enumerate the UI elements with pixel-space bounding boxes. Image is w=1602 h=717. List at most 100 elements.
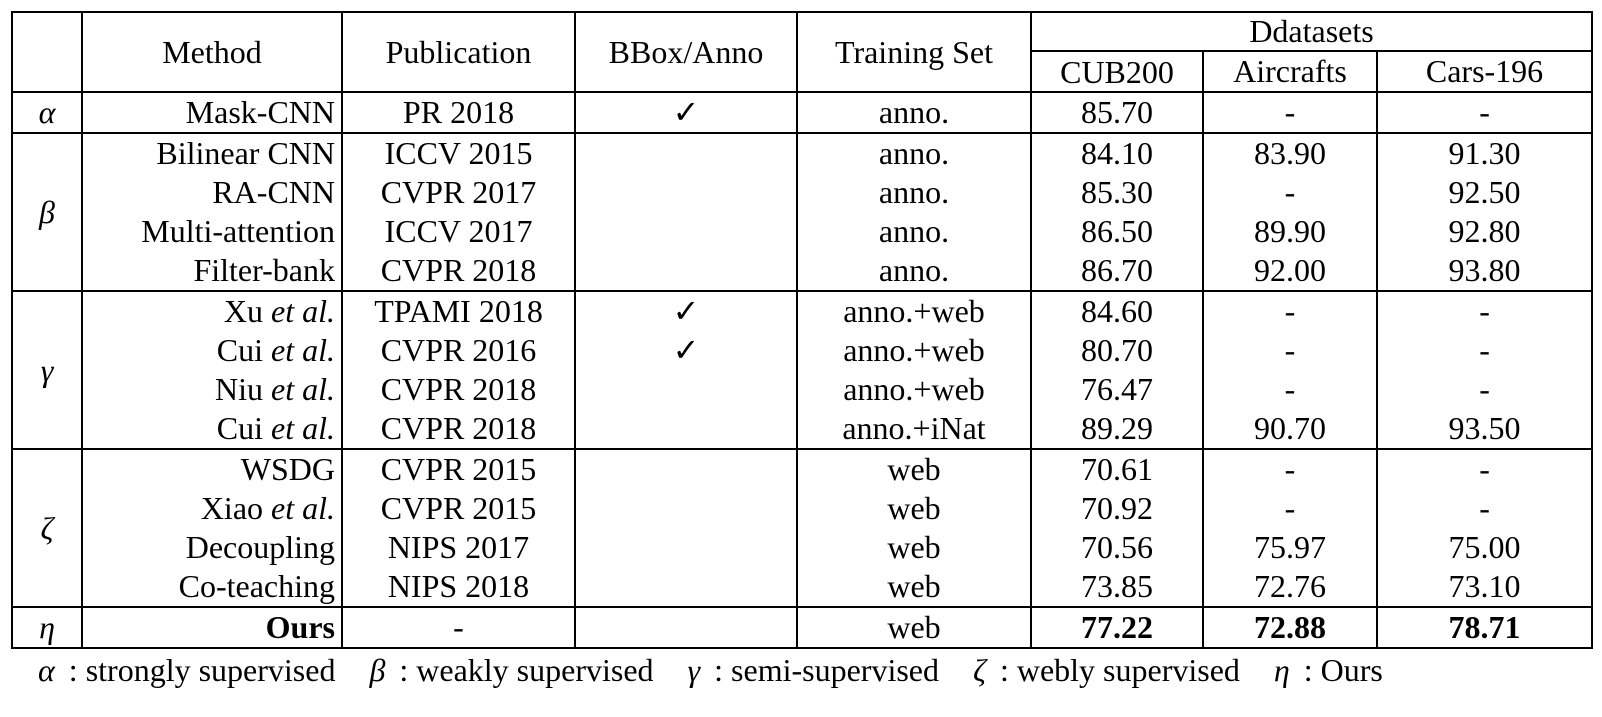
aircrafts-cell: 90.70: [1203, 409, 1378, 449]
aircrafts-cell: 92.00: [1203, 251, 1378, 291]
bbox-cell: [575, 212, 798, 251]
aircrafts-cell: -: [1203, 290, 1378, 331]
publication-cell: ICCV 2015: [342, 132, 576, 173]
cub200-cell: 85.30: [1031, 173, 1204, 212]
bbox-cell: [575, 173, 798, 212]
cub200-cell: 84.60: [1031, 290, 1204, 331]
bbox-cell: [575, 606, 798, 649]
group-alpha-label: α: [11, 91, 83, 133]
cars196-cell: 92.80: [1377, 212, 1594, 251]
cars196-cell: 75.00: [1377, 528, 1594, 567]
aircrafts-cell: -: [1203, 448, 1378, 489]
training-set-cell: anno.: [797, 173, 1032, 212]
table-row: Niu et al. CVPR 2018 anno.+web 76.47 - -: [12, 370, 1594, 409]
aircrafts-cell: -: [1203, 91, 1378, 133]
table-row: Co-teaching NIPS 2018 web 73.85 72.76 73…: [12, 567, 1594, 607]
training-set-cell: anno.+web: [797, 331, 1032, 370]
aircrafts-header: Aircrafts: [1203, 51, 1378, 92]
bbox-cell: [575, 448, 798, 489]
table-row: Xiao et al. CVPR 2015 web 70.92 - -: [12, 489, 1594, 528]
aircrafts-cell: 75.97: [1203, 528, 1378, 567]
training-set-cell: anno.+iNat: [797, 409, 1032, 449]
publication-header: Publication: [342, 11, 576, 92]
publication-cell: CVPR 2017: [342, 173, 576, 212]
table-body: α Mask-CNN PR 2018 ✓ anno. 85.70 - - β B…: [11, 91, 1594, 649]
cub200-cell: 86.70: [1031, 251, 1204, 291]
training-set-cell: anno.: [797, 212, 1032, 251]
table-row: α Mask-CNN PR 2018 ✓ anno. 85.70 - -: [11, 91, 1594, 133]
cub200-cell: 70.61: [1031, 448, 1204, 489]
method-cell: Decoupling: [82, 528, 343, 567]
table-row: RA-CNN CVPR 2017 anno. 85.30 - 92.50: [12, 173, 1594, 212]
cub200-cell-ours: 77.22: [1031, 606, 1204, 649]
cub200-cell: 84.10: [1031, 132, 1204, 173]
cars196-cell-ours: 78.71: [1377, 606, 1594, 649]
bbox-checkmark: ✓: [575, 91, 798, 133]
bbox-cell: [575, 251, 798, 291]
bbox-checkmark: ✓: [575, 331, 798, 370]
cub200-cell: 73.85: [1031, 567, 1204, 607]
cars196-cell: 91.30: [1377, 132, 1594, 173]
publication-cell: CVPR 2018: [342, 409, 576, 449]
table-row: Filter-bank CVPR 2018 anno. 86.70 92.00 …: [12, 251, 1594, 291]
training-set-header: Training Set: [797, 11, 1032, 92]
cub200-header: CUB200: [1031, 51, 1204, 92]
method-cell: Multi-attention: [82, 212, 343, 251]
table-row: ζ WSDG CVPR 2015 web 70.61 - -: [11, 448, 1594, 607]
method-cell: Xiao et al.: [82, 489, 343, 528]
publication-cell: NIPS 2018: [342, 567, 576, 607]
method-cell: RA-CNN: [82, 173, 343, 212]
cars196-cell: -: [1377, 91, 1594, 133]
method-header: Method: [82, 11, 343, 92]
cub200-cell: 76.47: [1031, 370, 1204, 409]
bbox-cell: [575, 489, 798, 528]
training-set-cell: anno.+web: [797, 290, 1032, 331]
training-set-cell: web: [797, 448, 1032, 489]
cars196-header: Cars-196: [1377, 51, 1594, 92]
cars196-cell: -: [1377, 489, 1594, 528]
cars196-cell: 92.50: [1377, 173, 1594, 212]
publication-cell: NIPS 2017: [342, 528, 576, 567]
publication-cell: CVPR 2015: [342, 489, 576, 528]
publication-cell: ICCV 2017: [342, 212, 576, 251]
cars196-cell: 73.10: [1377, 567, 1594, 607]
training-set-cell: web: [797, 567, 1032, 607]
training-set-cell: anno.: [797, 91, 1032, 133]
legend: α: strongly supervised β: weakly supervi…: [38, 652, 1383, 689]
group-gamma-label: γ: [11, 290, 83, 449]
table-row: Cui et al. CVPR 2018 anno.+iNat 89.29 90…: [12, 409, 1594, 449]
cub200-cell: 70.92: [1031, 489, 1204, 528]
table-row: η Ours - web 77.22 72.88 78.71: [11, 606, 1594, 649]
training-set-cell: anno.: [797, 251, 1032, 291]
aircrafts-cell: -: [1203, 489, 1378, 528]
legend-item-alpha: α: strongly supervised: [38, 652, 336, 688]
legend-item-eta: η: Ours: [1273, 652, 1383, 688]
legend-item-gamma: γ: semi-supervised: [687, 652, 939, 688]
method-cell: Xu et al.: [82, 290, 343, 331]
publication-cell: TPAMI 2018: [342, 290, 576, 331]
aircrafts-cell: -: [1203, 331, 1378, 370]
aircrafts-cell: 83.90: [1203, 132, 1378, 173]
table-row: γ Xu et al. TPAMI 2018 ✓ anno.+web 84.60…: [11, 290, 1594, 449]
legend-item-beta: β: weakly supervised: [369, 652, 654, 688]
legend-item-zeta: ζ: webly supervised: [972, 652, 1240, 688]
aircrafts-cell: -: [1203, 173, 1378, 212]
cars196-cell: -: [1377, 290, 1594, 331]
table-row: Decoupling NIPS 2017 web 70.56 75.97 75.…: [12, 528, 1594, 567]
bbox-checkmark: ✓: [575, 290, 798, 331]
method-cell: Niu et al.: [82, 370, 343, 409]
cub200-cell: 80.70: [1031, 331, 1204, 370]
aircrafts-cell: 72.76: [1203, 567, 1378, 607]
publication-cell: CVPR 2018: [342, 251, 576, 291]
method-cell: Bilinear CNN: [82, 132, 343, 173]
bbox-cell: [575, 567, 798, 607]
cub200-cell: 85.70: [1031, 91, 1204, 133]
training-set-cell: web: [797, 528, 1032, 567]
datasets-header: Ddatasets: [1031, 11, 1594, 52]
cub200-cell: 70.56: [1031, 528, 1204, 567]
cars196-cell: -: [1377, 370, 1594, 409]
method-cell: WSDG: [82, 448, 343, 489]
group-beta-label: β: [11, 132, 83, 291]
bbox-cell: [575, 409, 798, 449]
cars196-cell: -: [1377, 448, 1594, 489]
